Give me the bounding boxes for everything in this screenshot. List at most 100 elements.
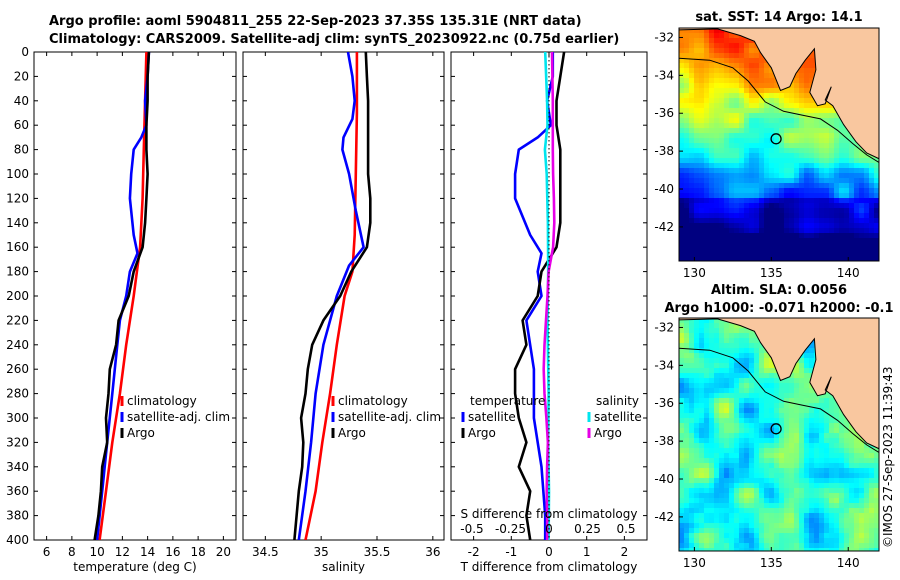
sla-map-cell [719,353,725,359]
sst-map-cell [819,133,825,139]
sla-map-cell [709,473,715,479]
sst-map-cell [839,213,845,219]
sla-map-cell [744,533,750,539]
sla-map-cell [834,503,840,509]
sla-map-cell [739,343,745,349]
sst-map-cell [719,183,725,189]
sla-map-cell [714,368,720,374]
sst-map-cell [814,153,820,159]
sst-map-cell [829,168,835,174]
sst-map-cell [769,98,775,104]
sla-map-cell [699,463,705,469]
sst-map-cell [734,103,740,109]
sla-map-cell [829,413,835,419]
sst-map-cell [694,213,700,219]
sst-map-cell [779,218,785,224]
sst-map-cell [679,198,685,204]
sst-map-cell [839,258,845,261]
sla-map-cell [804,348,810,354]
sst-map-cell [729,33,735,39]
sst-map-cell [759,133,765,139]
sst-map-cell [699,128,705,134]
sla-map-cell [739,463,745,469]
sla-map-cell [839,473,845,479]
sla-map-cell [759,538,765,544]
sla-map-cell [744,358,750,364]
sst-map-cell [774,238,780,244]
sst-map-cell [814,203,820,209]
sla-map-cell [829,478,835,484]
sla-map-cell [689,503,695,509]
temp-legend-label: Argo [127,426,155,440]
sst-map-cell [764,208,770,214]
sst-map-cell [834,143,840,149]
sst-map-cell [804,83,810,89]
sst-map-cell [679,188,685,194]
sst-map-cell [789,138,795,144]
sla-map-cell [754,493,760,499]
sst-map-cell [699,178,705,184]
sla-map-xtick-label: 130 [683,556,706,570]
sla-map-cell [819,518,825,524]
sst-map-cell [714,73,720,79]
sst-map-cell [679,78,685,84]
sla-map-cell [734,543,740,549]
sla-map-cell [724,398,730,404]
sst-map-cell [859,238,865,244]
sla-map-cell [824,458,830,464]
sst-map-cell [684,118,690,124]
sla-map-cell [694,393,700,399]
sst-map-cell [794,103,800,109]
sla-map-cell [709,538,715,544]
sst-map-cell [824,148,830,154]
sst-map-cell [699,73,705,79]
sst-map-cell [694,178,700,184]
sst-map-cell [724,223,730,229]
sst-map-cell [699,208,705,214]
sla-map-cell [839,488,845,494]
sst-map-cell [819,113,825,119]
sst-map-cell [864,203,870,209]
sst-map-cell [864,238,870,244]
sst-map-cell [684,213,690,219]
sla-map-cell [794,453,800,459]
sst-map-cell [679,118,685,124]
sst-map-cell [859,243,865,249]
sst-map-cell [759,173,765,179]
sla-map-cell [859,513,865,519]
sla-map-cell [714,393,720,399]
sla-map-cell [694,403,700,409]
sst-map-cell [729,123,735,129]
sla-map-cell [734,468,740,474]
sst-map-cell [809,153,815,159]
sst-map-cell [839,203,845,209]
sst-map-cell [694,238,700,244]
sst-map-cell [744,83,750,89]
sst-map-cell [864,228,870,234]
sst-map-cell [779,173,785,179]
sst-map-cell [684,248,690,254]
sst-map-cell [834,233,840,239]
sst-map-cell [709,78,715,84]
sla-map-cell [694,458,700,464]
sla-map-cell [699,503,705,509]
sla-map-cell [839,448,845,454]
sst-map-cell [789,248,795,254]
sla-map-cell [709,373,715,379]
sst-map-cell [744,223,750,229]
sst-map-cell [829,218,835,224]
sst-map-cell [784,218,790,224]
sst-map-cell [744,133,750,139]
sla-map-cell [679,333,685,339]
sla-map-cell [849,428,855,434]
sst-map-cell [859,198,865,204]
sst-map-cell [794,158,800,164]
sla-map-cell [804,353,810,359]
sst-map-cell [774,193,780,199]
sla-map-cell [704,378,710,384]
sla-map-cell [714,348,720,354]
sst-map-cell [719,188,725,194]
sla-map-cell [724,448,730,454]
sla-map-cell [754,508,760,514]
sla-map-cell [804,383,810,389]
